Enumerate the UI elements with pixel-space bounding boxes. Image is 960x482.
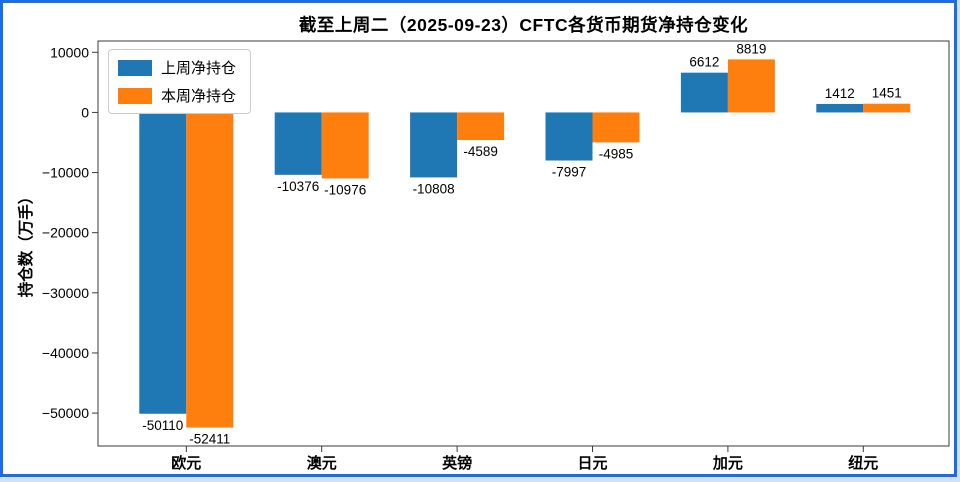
chart-title: 截至上周二（2025-09-23）CFTC各货币期货净持仓变化 <box>298 15 749 35</box>
bar-prev-week-jpy <box>545 112 593 161</box>
y-tick-label--40000: −40000 <box>42 345 89 361</box>
bar-label-this-week-aud: -10976 <box>324 182 366 197</box>
bar-label-this-week-cad: 8819 <box>736 41 766 56</box>
bar-label-this-week-gbp: -4589 <box>463 144 498 159</box>
legend-entry-this-week: 本周净持仓 <box>118 85 236 106</box>
bar-this-week-cad <box>727 59 775 113</box>
bar-this-week-aud <box>321 112 369 179</box>
bar-label-prev-week-nzd: 1412 <box>825 86 855 101</box>
bar-prev-week-aud <box>274 112 322 175</box>
y-tick-label--50000: −50000 <box>42 405 89 421</box>
x-tick-label-jpy: 日元 <box>577 455 607 472</box>
bar-label-prev-week-gbp: -10808 <box>413 181 455 196</box>
bar-label-prev-week-eur: -50110 <box>142 418 183 433</box>
bar-prev-week-gbp <box>410 112 458 178</box>
bar-prev-week-nzd <box>816 103 864 113</box>
bar-label-prev-week-jpy: -7997 <box>552 165 587 180</box>
y-tick-label--10000: −10000 <box>42 165 89 181</box>
legend: 上周净持仓 本周净持仓 <box>108 49 252 114</box>
y-tick-label--20000: −20000 <box>42 225 89 241</box>
bar-prev-week-eur <box>139 112 187 414</box>
x-tick-label-eur: 欧元 <box>171 454 201 472</box>
bar-this-week-eur <box>186 112 234 428</box>
legend-swatch-this-week <box>118 87 152 104</box>
legend-swatch-prev-week <box>118 59 152 76</box>
bar-label-prev-week-cad: 6612 <box>689 55 719 70</box>
x-tick-label-gbp: 英镑 <box>442 454 472 472</box>
x-tick-label-aud: 澳元 <box>307 454 337 472</box>
bar-this-week-jpy <box>592 112 640 143</box>
legend-entry-prev-week: 上周净持仓 <box>118 57 236 78</box>
bar-prev-week-cad <box>680 72 728 113</box>
bar-this-week-nzd <box>863 103 911 113</box>
legend-label-prev-week: 上周净持仓 <box>161 60 237 77</box>
bar-label-this-week-nzd: 1451 <box>872 86 902 101</box>
y-tick-label-10000: 10000 <box>50 44 89 60</box>
y-tick-label--30000: −30000 <box>42 285 89 301</box>
axes-spines <box>97 40 950 447</box>
bar-label-this-week-jpy: -4985 <box>599 146 634 161</box>
bar-label-prev-week-aud: -10376 <box>277 179 319 194</box>
bar-this-week-gbp <box>457 112 505 141</box>
legend-label-this-week: 本周净持仓 <box>161 88 237 105</box>
x-tick-label-cad: 加元 <box>712 455 743 472</box>
bar-label-this-week-eur: -52411 <box>189 432 230 447</box>
x-tick-label-nzd: 纽元 <box>848 454 878 472</box>
y-tick-label-0: 0 <box>81 104 89 120</box>
bar-chart-plot: 10000 0 −10000 −20000 −30000 −40000 −50000 欧元 澳元… <box>42 40 950 472</box>
